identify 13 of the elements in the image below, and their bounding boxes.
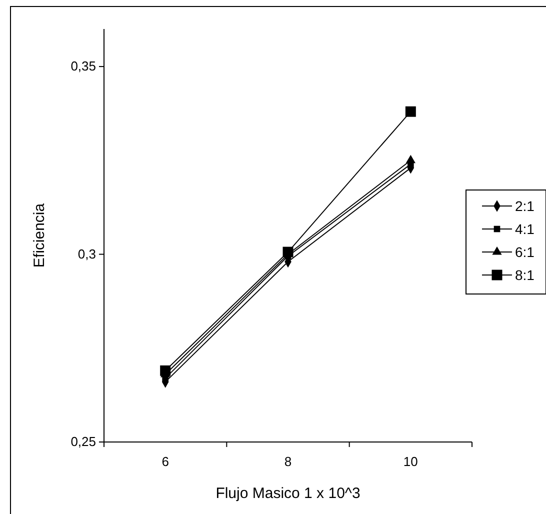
- x-axis-title: Flujo Masico 1 x 10^3: [216, 485, 360, 502]
- y-tick-label: 0,35: [70, 58, 96, 74]
- y-tick-label: 0,25: [70, 434, 96, 450]
- y-axis-title: Eficiencia: [31, 202, 48, 268]
- legend-label: 8:1: [515, 267, 535, 283]
- legend-label: 4:1: [515, 221, 535, 237]
- y-tick-label: 0,3: [78, 246, 96, 262]
- point: [405, 106, 416, 117]
- x-tick-label: 8: [284, 454, 292, 469]
- x-tick-label: 10: [403, 454, 418, 469]
- legend-label: 6:1: [515, 244, 535, 260]
- x-tick-label: 6: [162, 454, 169, 469]
- legend-label: 2:1: [515, 198, 535, 214]
